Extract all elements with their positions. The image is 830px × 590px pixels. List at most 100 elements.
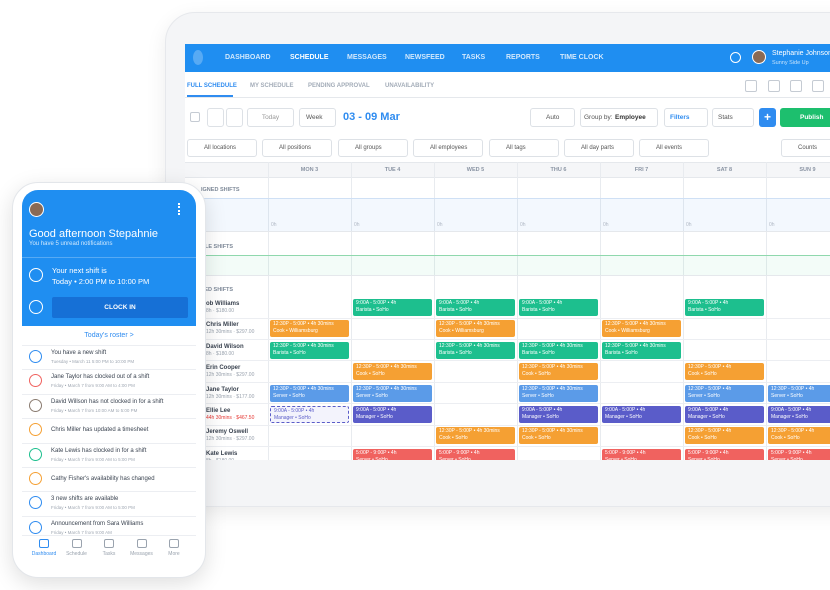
info-icon[interactable] (730, 52, 741, 63)
employee-name[interactable]: Erin Cooper (206, 365, 241, 372)
filters-button[interactable]: Filters (664, 108, 708, 127)
shift[interactable]: 5:00P - 9:00P • 4h Server • SoHo (602, 448, 681, 460)
shift[interactable]: 12:30P - 5:00P • 4h Cook • SoHo (768, 427, 830, 445)
toolbar-icon[interactable] (745, 80, 757, 92)
shift[interactable]: 12:30P - 5:00P • 4h 30mins Cook • William… (270, 320, 349, 338)
checkbox[interactable] (190, 112, 200, 122)
shift[interactable]: 5:00P - 9:00P • 4h Server • SoHo (685, 448, 764, 460)
nav-item[interactable]: TASKS (462, 54, 486, 61)
filter-select[interactable]: All locations (187, 139, 257, 157)
bottom-nav-label[interactable]: Schedule (66, 551, 87, 557)
clock-in-button[interactable]: CLOCK IN (52, 297, 188, 318)
shift[interactable]: 5:00P - 9:00P • 4h Server • SoHo (436, 448, 515, 460)
tab[interactable]: MY SCHEDULE (250, 83, 294, 89)
bottom-nav-label[interactable]: Messages (130, 551, 153, 557)
filter-select[interactable]: All groups (338, 139, 408, 157)
notification-title[interactable]: Chris Miller has updated a timesheet (51, 427, 149, 434)
employee-name[interactable]: ob Williams (206, 301, 240, 307)
add-button[interactable]: + (759, 108, 776, 127)
shift[interactable]: 12:30P - 5:00P • 4h 30mins Server • SoHo (519, 384, 598, 402)
auto-select[interactable]: Auto (530, 108, 575, 127)
bottom-nav-label[interactable]: More (168, 551, 180, 557)
shift[interactable]: 9:00A - 5:00P • 4h Barista • SoHo (436, 299, 515, 316)
filter-select[interactable]: All positions (262, 139, 332, 157)
shift[interactable]: 9:00A - 5:00P • 4h Manager • SoHo (768, 406, 830, 423)
notification-title[interactable]: Announcement from Sara Williams (51, 520, 144, 527)
notification-title[interactable]: Cathy Fisher's availability has changed (51, 476, 155, 482)
stats-button[interactable]: Stats (712, 108, 754, 127)
bottom-nav-label[interactable]: Tasks (102, 551, 116, 557)
toolbar-icon[interactable] (790, 80, 802, 92)
roster-link[interactable]: Today's roster > (84, 332, 134, 339)
shift[interactable]: 9:00A - 5:00P • 4h Manager • SoHo (270, 406, 349, 423)
toolbar-icon[interactable] (768, 80, 780, 92)
nav-item[interactable]: MESSAGES (347, 54, 387, 61)
publish-button[interactable]: Publish (780, 108, 830, 127)
today-button[interactable]: Today (247, 108, 294, 127)
user-name[interactable]: Stephanie Johnson (772, 50, 830, 57)
shift[interactable]: 12:30P - 5:00P • 4h 30mins Cook • SoHo (436, 427, 515, 445)
employee-name[interactable]: Ellie Lee (206, 408, 231, 414)
notification-title[interactable]: Kate Lewis has clocked in for a shift (51, 447, 147, 454)
filter-select[interactable]: All tags (489, 139, 559, 157)
nav-item[interactable]: TIME CLOCK (560, 54, 604, 61)
nav-item[interactable]: NEWSFEED (405, 54, 445, 61)
shift[interactable]: 12:30P - 5:00P • 4h 30mins Cook • SoHo (353, 363, 432, 381)
filter-select[interactable]: All day parts (564, 139, 634, 157)
bottom-nav-icon[interactable] (104, 539, 114, 548)
notification-title[interactable]: 3 new shifts are available (51, 496, 119, 503)
employee-name[interactable]: David Wilson (206, 343, 244, 350)
shift[interactable]: 9:00A - 5:00P • 4h Barista • SoHo (519, 299, 598, 316)
shift[interactable]: 5:00P - 9:00P • 4h Server • SoHo (768, 448, 830, 460)
shift[interactable]: 12:30P - 5:00P • 4h 30mins Cook • William… (436, 320, 515, 338)
filter-select[interactable]: All events (639, 139, 709, 157)
shift[interactable]: 9:00A - 5:00P • 4h Manager • SoHo (353, 406, 432, 423)
tab[interactable]: PENDING APPROVAL (308, 83, 370, 89)
bottom-nav-icon[interactable] (136, 539, 147, 548)
nav-item[interactable]: SCHEDULE (290, 54, 329, 61)
shift[interactable]: 12:30P - 5:00P • 4h 30mins Barista • SoHo (519, 341, 598, 359)
counts-select[interactable]: Counts (781, 139, 830, 157)
group-by-value[interactable]: Employee (615, 114, 646, 121)
range-select[interactable]: Week (299, 108, 336, 127)
nav-item[interactable]: REPORTS (506, 54, 540, 61)
employee-name[interactable]: Jane Taylor (206, 386, 239, 393)
group-by-box[interactable] (580, 108, 658, 127)
phone-avatar[interactable] (29, 202, 44, 217)
shift[interactable]: 12:30P - 5:00P • 4h 30mins Server • SoHo (353, 384, 432, 402)
notification-title[interactable]: David Willson has not clocked in for a s… (51, 398, 164, 405)
shift[interactable]: 9:00A - 5:00P • 4h Barista • SoHo (685, 299, 764, 316)
menu-dots[interactable] (178, 203, 182, 215)
toolbar-icon[interactable] (812, 80, 824, 92)
prev-button[interactable] (207, 108, 224, 127)
shift[interactable]: 12:30P - 5:00P • 4h 30mins Cook • William… (602, 320, 681, 338)
avatar[interactable] (752, 50, 766, 64)
tab[interactable]: UNAVAILABILITY (385, 83, 435, 89)
bottom-nav-label[interactable]: Dashboard (31, 551, 57, 557)
shift[interactable]: 12:30P - 5:00P • 4h 30mins Cook • SoHo (519, 427, 598, 445)
shift[interactable]: 9:00A - 5:00P • 4h Barista • SoHo (353, 299, 432, 316)
employee-name[interactable]: Kate Lewis (206, 450, 238, 457)
tab[interactable]: FULL SCHEDULE (187, 83, 237, 89)
filter-select[interactable]: All employees (413, 139, 483, 157)
shift[interactable]: 12:30P - 5:00P • 4h 30mins Cook • SoHo (519, 363, 598, 381)
notification-title[interactable]: You have a new shift (51, 350, 107, 356)
bottom-nav-icon[interactable] (71, 539, 82, 548)
shift[interactable]: 9:00A - 5:00P • 4h Manager • SoHo (685, 406, 764, 423)
shift[interactable]: 5:00P - 9:00P • 4h Server • SoHo (353, 448, 432, 460)
employee-name[interactable]: Jeremy Oswell (206, 429, 249, 436)
notification-title[interactable]: Jane Taylor has clocked out of a shift (51, 374, 150, 381)
next-button[interactable] (226, 108, 243, 127)
shift[interactable]: 12:30P - 5:00P • 4h Server • SoHo (685, 384, 764, 402)
shift[interactable]: 9:00A - 5:00P • 4h Manager • SoHo (602, 406, 681, 423)
date-range[interactable]: 03 - 09 Mar (343, 111, 400, 123)
shift[interactable]: 9:00A - 5:00P • 4h Manager • SoHo (519, 406, 598, 423)
employee-name[interactable]: Chris Miller (206, 322, 239, 329)
shift[interactable]: 12:30P - 5:00P • 4h Cook • SoHo (685, 363, 764, 381)
bottom-nav-icon[interactable] (169, 539, 179, 548)
nav-item[interactable]: DASHBOARD (225, 54, 271, 61)
shift[interactable]: 12:30P - 5:00P • 4h Server • SoHo (768, 384, 830, 402)
shift[interactable]: 12:30P - 5:00P • 4h 30mins Barista • SoHo (270, 341, 349, 359)
shift[interactable]: 12:30P - 5:00P • 4h Cook • SoHo (685, 427, 764, 445)
shift[interactable]: 12:30P - 5:00P • 4h 30mins Server • SoHo (270, 384, 349, 402)
